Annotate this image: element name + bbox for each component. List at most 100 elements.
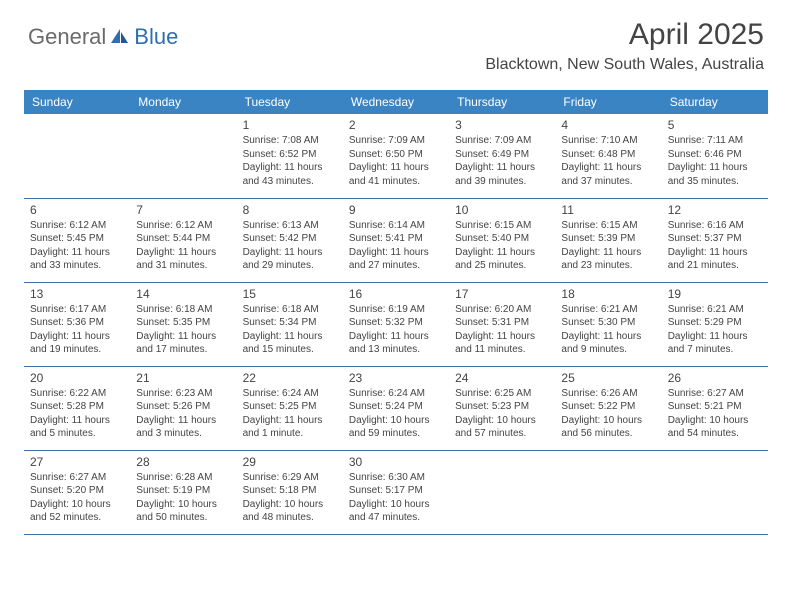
day-info-line: Daylight: 11 hours (30, 330, 124, 344)
calendar-cell: 1Sunrise: 7:08 AMSunset: 6:52 PMDaylight… (237, 114, 343, 198)
day-info-line: and 29 minutes. (243, 259, 337, 273)
calendar-cell: 19Sunrise: 6:21 AMSunset: 5:29 PMDayligh… (662, 282, 768, 366)
calendar-row: 27Sunrise: 6:27 AMSunset: 5:20 PMDayligh… (24, 450, 768, 534)
day-info-line: and 15 minutes. (243, 343, 337, 357)
calendar-row: 1Sunrise: 7:08 AMSunset: 6:52 PMDaylight… (24, 114, 768, 198)
day-info-line: Daylight: 11 hours (668, 161, 762, 175)
day-info-line: and 33 minutes. (30, 259, 124, 273)
calendar-cell: 29Sunrise: 6:29 AMSunset: 5:18 PMDayligh… (237, 450, 343, 534)
calendar-cell: 23 Sunrise: 6:24 AMSunset: 5:24 PMDayligh… (343, 366, 449, 450)
day-info: Sunrise: 7:10 AMSunset: 6:48 PMDaylight:… (561, 134, 655, 188)
day-info: Sunrise: 6:18 AMSunset: 5:34 PMDaylight:… (243, 303, 337, 357)
day-number: 22 (243, 371, 337, 385)
calendar-cell: 13Sunrise: 6:17 AMSunset: 5:36 PMDayligh… (24, 282, 130, 366)
day-info-line: Sunset: 5:20 PM (30, 484, 124, 498)
calendar-cell: 26Sunrise: 6:27 AMSunset: 5:21 PMDayligh… (662, 366, 768, 450)
day-info-line: Sunset: 5:42 PM (243, 232, 337, 246)
day-info-line: Sunrise: 6:14 AM (349, 219, 443, 233)
day-number: 5 (668, 118, 762, 132)
calendar-cell: 17Sunrise: 6:20 AMSunset: 5:31 PMDayligh… (449, 282, 555, 366)
day-info-line: Daylight: 11 hours (668, 246, 762, 260)
day-info-line: and 35 minutes. (668, 175, 762, 189)
day-number: 3 (455, 118, 549, 132)
day-info-line: Daylight: 11 hours (561, 330, 655, 344)
weekday-header: Thursday (449, 90, 555, 114)
day-info-line: Sunrise: 6:22 AM (30, 387, 124, 401)
day-info-line: Sunrise: 6:24 AM (349, 387, 443, 401)
day-info-line: Daylight: 10 hours (349, 414, 443, 428)
day-info-line: Sunset: 5:36 PM (30, 316, 124, 330)
day-info-line: and 31 minutes. (136, 259, 230, 273)
day-info-line: and 39 minutes. (455, 175, 549, 189)
day-info-line: Sunrise: 6:29 AM (243, 471, 337, 485)
day-info-line: Sunrise: 6:26 AM (561, 387, 655, 401)
day-info-line: and 25 minutes. (455, 259, 549, 273)
day-info-line: Sunrise: 6:18 AM (136, 303, 230, 317)
day-info-line: Daylight: 11 hours (668, 330, 762, 344)
day-info-line: Daylight: 11 hours (561, 161, 655, 175)
day-number: 15 (243, 287, 337, 301)
calendar-cell: 27Sunrise: 6:27 AMSunset: 5:20 PMDayligh… (24, 450, 130, 534)
weekday-header: Monday (130, 90, 236, 114)
day-info-line: Daylight: 11 hours (349, 161, 443, 175)
day-info-line: and 13 minutes. (349, 343, 443, 357)
day-info-line: Sunrise: 6:19 AM (349, 303, 443, 317)
weekday-header: Friday (555, 90, 661, 114)
day-info-line: Daylight: 10 hours (668, 414, 762, 428)
day-number: 11 (561, 203, 655, 217)
day-number: 2 (349, 118, 443, 132)
header: General Blue April 2025 Blacktown, New S… (0, 0, 792, 82)
calendar-cell: 11Sunrise: 6:15 AMSunset: 5:39 PMDayligh… (555, 198, 661, 282)
day-number: 13 (30, 287, 124, 301)
calendar-cell: 18Sunrise: 6:21 AMSunset: 5:30 PMDayligh… (555, 282, 661, 366)
weekday-header: Tuesday (237, 90, 343, 114)
logo-text-general: General (28, 24, 106, 50)
day-info-line: Sunrise: 6:12 AM (136, 219, 230, 233)
day-info-line: Daylight: 11 hours (455, 330, 549, 344)
day-number: 16 (349, 287, 443, 301)
day-info-line: and 48 minutes. (243, 511, 337, 525)
day-info-line: Sunset: 6:46 PM (668, 148, 762, 162)
day-info-line: and 7 minutes. (668, 343, 762, 357)
day-info: Sunrise: 6:30 AMSunset: 5:17 PMDaylight:… (349, 471, 443, 525)
calendar-cell: 5 Sunrise: 7:11 AMSunset: 6:46 PMDaylight… (662, 114, 768, 198)
day-info-line: Sunset: 5:34 PM (243, 316, 337, 330)
day-info: Sunrise: 7:08 AMSunset: 6:52 PMDaylight:… (243, 134, 337, 188)
day-number: 8 (243, 203, 337, 217)
day-info: Sunrise: 6:22 AMSunset: 5:28 PMDaylight:… (30, 387, 124, 441)
day-info-line: Sunrise: 6:15 AM (561, 219, 655, 233)
day-info: Sunrise: 6:21 AMSunset: 5:30 PMDaylight:… (561, 303, 655, 357)
day-info-line: Daylight: 11 hours (243, 330, 337, 344)
calendar-cell: 9Sunrise: 6:14 AMSunset: 5:41 PMDaylight… (343, 198, 449, 282)
calendar-cell: 16Sunrise: 6:19 AMSunset: 5:32 PMDayligh… (343, 282, 449, 366)
day-info: Sunrise: 6:16 AMSunset: 5:37 PMDaylight:… (668, 219, 762, 273)
day-info-line: Sunset: 5:24 PM (349, 400, 443, 414)
day-info-line: Sunrise: 6:16 AM (668, 219, 762, 233)
day-info: Sunrise: 6:13 AMSunset: 5:42 PMDaylight:… (243, 219, 337, 273)
day-info-line: Daylight: 10 hours (30, 498, 124, 512)
calendar-row: 20Sunrise: 6:22 AMSunset: 5:28 PMDayligh… (24, 366, 768, 450)
location-text: Blacktown, New South Wales, Australia (485, 56, 764, 74)
calendar-cell: 20Sunrise: 6:22 AMSunset: 5:28 PMDayligh… (24, 366, 130, 450)
day-info-line: and 52 minutes. (30, 511, 124, 525)
day-info: Sunrise: 7:11 AMSunset: 6:46 PMDaylight:… (668, 134, 762, 188)
calendar-cell: 25Sunrise: 6:26 AMSunset: 5:22 PMDayligh… (555, 366, 661, 450)
title-block: April 2025 Blacktown, New South Wales, A… (485, 18, 764, 74)
day-number: 24 (455, 371, 549, 385)
day-info: Sunrise: 7:09 AMSunset: 6:50 PMDaylight:… (349, 134, 443, 188)
day-info-line: Sunrise: 6:18 AM (243, 303, 337, 317)
day-info-line: Sunrise: 6:12 AM (30, 219, 124, 233)
day-info: Sunrise: 6:12 AMSunset: 5:45 PMDaylight:… (30, 219, 124, 273)
calendar-row: 13Sunrise: 6:17 AMSunset: 5:36 PMDayligh… (24, 282, 768, 366)
day-info-line: and 27 minutes. (349, 259, 443, 273)
day-info-line: and 59 minutes. (349, 427, 443, 441)
day-info-line: Sunset: 5:17 PM (349, 484, 443, 498)
day-number: 19 (668, 287, 762, 301)
day-info-line: and 9 minutes. (561, 343, 655, 357)
calendar-cell: 4Sunrise: 7:10 AMSunset: 6:48 PMDaylight… (555, 114, 661, 198)
day-info-line: Sunrise: 6:27 AM (668, 387, 762, 401)
day-info-line: Sunset: 5:28 PM (30, 400, 124, 414)
calendar-cell: 8 Sunrise: 6:13 AMSunset: 5:42 PMDaylight… (237, 198, 343, 282)
day-number: 23 (349, 371, 443, 385)
day-info-line: Daylight: 11 hours (243, 246, 337, 260)
